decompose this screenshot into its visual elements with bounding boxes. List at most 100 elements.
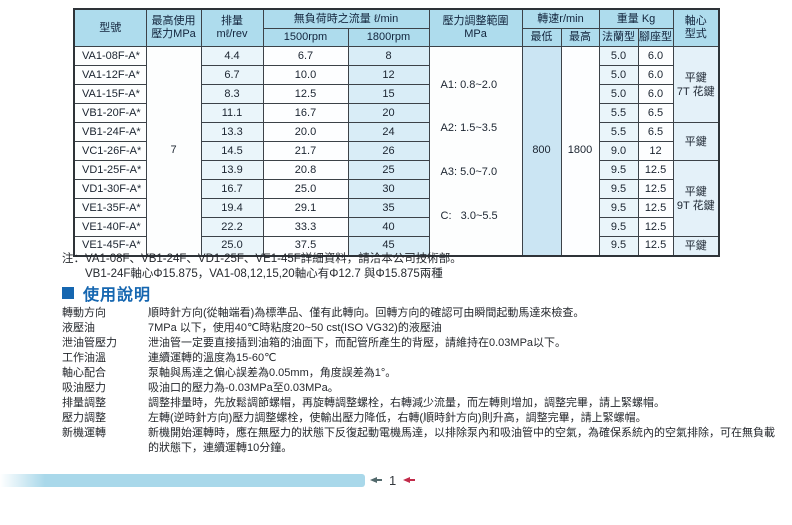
usage-label: 排量調整 xyxy=(62,397,106,409)
usage-label: 壓力調整 xyxy=(62,412,106,424)
weight-foot-cell: 12.5 xyxy=(637,217,674,237)
col-header-pressure-range: 壓力調整範圍 MPa xyxy=(428,8,523,47)
flow-1800-cell: 35 xyxy=(347,198,430,218)
weight-flange-cell: 5.0 xyxy=(598,65,639,85)
usage-row: 液壓油 7MPa 以下，使用40℃時粘度20~50 cst(ISO VG32)的液… xyxy=(62,321,778,336)
flow-1500-cell: 16.7 xyxy=(262,103,349,123)
weight-foot-cell: 12.5 xyxy=(637,198,674,218)
flow-1500-cell: 21.7 xyxy=(262,141,349,161)
displacement-cell: 11.1 xyxy=(200,103,264,123)
usage-row: 壓力調整 左轉(逆時針方向)壓力調整螺栓，使輸出壓力降低，右轉(順時針方向)則升高… xyxy=(62,411,778,426)
model-cell: VA1-15F-A* xyxy=(73,84,147,104)
usage-row: 軸心配合 泵軸與馬達之偏心誤差為0.05mm，角度誤差為1°。 xyxy=(62,366,778,381)
weight-flange-cell: 5.5 xyxy=(598,103,639,123)
usage-text: 順時針方向(從軸端看)為標準品、僅有此轉向。回轉方向的確認可由瞬間起動馬達來檢查… xyxy=(148,307,585,319)
flow-1800-cell: 8 xyxy=(347,46,430,66)
col-header-flow: 無負荷時之流量 ℓ/min xyxy=(262,8,430,29)
shaft-type-cell: 平鍵 xyxy=(672,122,720,161)
model-cell: VE1-45F-A* xyxy=(73,236,147,256)
model-cell: VA1-12F-A* xyxy=(73,65,147,85)
weight-flange-cell: 9.5 xyxy=(598,217,639,237)
weight-flange-cell: 9.5 xyxy=(598,179,639,199)
model-cell: VB1-20F-A* xyxy=(73,103,147,123)
usage-text: 泄油管一定要直接插到油箱的油面下，而配管所產生的背壓，請維持在0.03MPa以下… xyxy=(148,337,567,349)
model-cell: VE1-35F-A* xyxy=(73,198,147,218)
usage-text: 7MPa 以下，使用40℃時粘度20~50 cst(ISO VG32)的液壓油 xyxy=(148,322,442,334)
displacement-cell: 8.3 xyxy=(200,84,264,104)
displacement-cell: 4.4 xyxy=(200,46,264,66)
usage-text: 泵軸與馬達之偏心誤差為0.05mm，角度誤差為1°。 xyxy=(148,367,397,379)
flow-1800-cell: 24 xyxy=(347,122,430,142)
weight-foot-cell: 12.5 xyxy=(637,160,674,180)
weight-flange-cell: 5.0 xyxy=(598,46,639,66)
usage-text: 連續運轉的溫度為15-60℃ xyxy=(148,352,277,364)
model-cell: VD1-30F-A* xyxy=(73,179,147,199)
shaft-type-cell: 平鍵 7T 花鍵 xyxy=(672,46,720,123)
col-header-1800rpm: 1800rpm xyxy=(347,28,430,47)
note-line: 注：VA1-08F、VB1-24F、VD1-25F、VE1-45F詳細資料，請洽… xyxy=(62,253,462,265)
flow-1800-cell: 12 xyxy=(347,65,430,85)
col-header-weight-flange: 法蘭型 xyxy=(598,28,639,47)
usage-label: 泄油管壓力 xyxy=(62,337,117,349)
usage-row: 新機運轉 新機開始運轉時，應在無壓力的狀態下反復起動電機馬達，以排除泵內和吸油管中… xyxy=(62,426,778,456)
usage-text: 調整排量時，先放鬆調節螺帽，再旋轉調整螺栓，右轉減少流量，而左轉則增加，調整完畢… xyxy=(148,397,665,409)
table-row: VD1-30F-A* 16.7 25.0 30 9.5 12.5 xyxy=(73,179,719,199)
col-header-speed-min: 最低 xyxy=(521,28,562,47)
model-cell: VA1-08F-A* xyxy=(73,46,147,66)
usage-text: 新機開始運轉時，應在無壓力的狀態下反復起動電機馬達，以排除泵內和吸油管中的空氣，… xyxy=(148,427,775,454)
col-header-shaft-type: 軸心 型式 xyxy=(672,8,720,47)
displacement-cell: 6.7 xyxy=(200,65,264,85)
section-bullet-icon xyxy=(62,287,74,299)
flow-1800-cell: 25 xyxy=(347,160,430,180)
col-header-weight: 重量 Kg xyxy=(598,8,674,29)
flow-1500-cell: 29.1 xyxy=(262,198,349,218)
usage-label: 轉動方向 xyxy=(62,307,106,319)
usage-row: 轉動方向 順時針方向(從軸端看)為標準品、僅有此轉向。回轉方向的確認可由瞬間起動馬… xyxy=(62,306,778,321)
weight-foot-cell: 6.0 xyxy=(637,65,674,85)
table-row: VC1-26F-A* 14.5 21.7 26 9.0 12 xyxy=(73,141,719,161)
weight-foot-cell: 12 xyxy=(637,141,674,161)
table-notes: 注：VA1-08F、VB1-24F、VD1-25F、VE1-45F詳細資料，請洽… xyxy=(62,252,462,282)
displacement-cell: 25.0 xyxy=(200,236,264,256)
usage-text: 吸油口的壓力為-0.03MPa至0.03MPa。 xyxy=(148,382,339,394)
pressure-range-cell: A1: 0.8~2.0 A2: 1.5~3.5 A3: 5.0~7.0 C: 3.0~… xyxy=(428,46,523,256)
page-footer: 1 xyxy=(370,471,416,489)
weight-flange-cell: 5.0 xyxy=(598,84,639,104)
pressure-range-line: A3: 5.0~7.0 xyxy=(440,166,498,179)
displacement-cell: 14.5 xyxy=(200,141,264,161)
max-pressure-cell: 7 xyxy=(145,46,202,256)
flow-1500-cell: 25.0 xyxy=(262,179,349,199)
page-number: 1 xyxy=(389,472,397,488)
flow-1800-cell: 20 xyxy=(347,103,430,123)
table-row: VE1-45F-A* 25.0 37.5 45 9.5 12.5 平鍵 xyxy=(73,236,720,256)
weight-flange-cell: 9.5 xyxy=(598,198,639,218)
note-line: VB1-24F軸心Φ15.875，VA1-08,12,15,20軸心有Φ12.7… xyxy=(85,268,443,280)
flow-1800-cell: 30 xyxy=(347,179,430,199)
pump-spec-table: 型號 最高使用 壓力MPa 排量 mℓ/rev 無負荷時之流量 ℓ/min 壓力調整… xyxy=(73,8,721,257)
weight-foot-cell: 6.0 xyxy=(637,46,674,66)
flow-1500-cell: 6.7 xyxy=(262,46,349,66)
footer-decoration-bar xyxy=(0,474,365,487)
page-prev-arrow-icon xyxy=(370,477,382,483)
pressure-range-line: A1: 0.8~2.0 xyxy=(440,78,498,91)
pressure-range-line: A2: 1.5~3.5 xyxy=(440,122,498,135)
table-row: VB1-20F-A* 11.1 16.7 20 5.5 6.5 xyxy=(73,103,719,123)
table-row: VA1-12F-A* 6.7 10.0 12 5.0 6.0 xyxy=(73,65,719,85)
usage-instructions: 轉動方向 順時針方向(從軸端看)為標準品、僅有此轉向。回轉方向的確認可由瞬間起動馬… xyxy=(62,306,778,456)
displacement-cell: 13.3 xyxy=(200,122,264,142)
weight-foot-cell: 12.5 xyxy=(637,179,674,199)
table-row: VB1-24F-A* 13.3 20.0 24 5.5 6.5 平鍵 xyxy=(73,122,720,161)
weight-foot-cell: 6.5 xyxy=(637,122,674,142)
usage-text: 左轉(逆時針方向)壓力調整螺栓，使輸出壓力降低，右轉(順時針方向)則升高，調整完… xyxy=(148,412,647,424)
usage-label: 液壓油 xyxy=(62,322,95,334)
displacement-cell: 22.2 xyxy=(200,217,264,237)
usage-label: 工作油溫 xyxy=(62,352,106,364)
model-cell: VC1-26F-A* xyxy=(73,141,147,161)
page-next-arrow-icon xyxy=(403,477,416,483)
weight-flange-cell: 5.5 xyxy=(598,122,639,142)
col-header-speed-max: 最高 xyxy=(560,28,600,47)
flow-1800-cell: 15 xyxy=(347,84,430,104)
model-cell: VE1-40F-A* xyxy=(73,217,147,237)
col-header-model: 型號 xyxy=(73,8,147,47)
col-header-displacement: 排量 mℓ/rev xyxy=(200,8,264,47)
